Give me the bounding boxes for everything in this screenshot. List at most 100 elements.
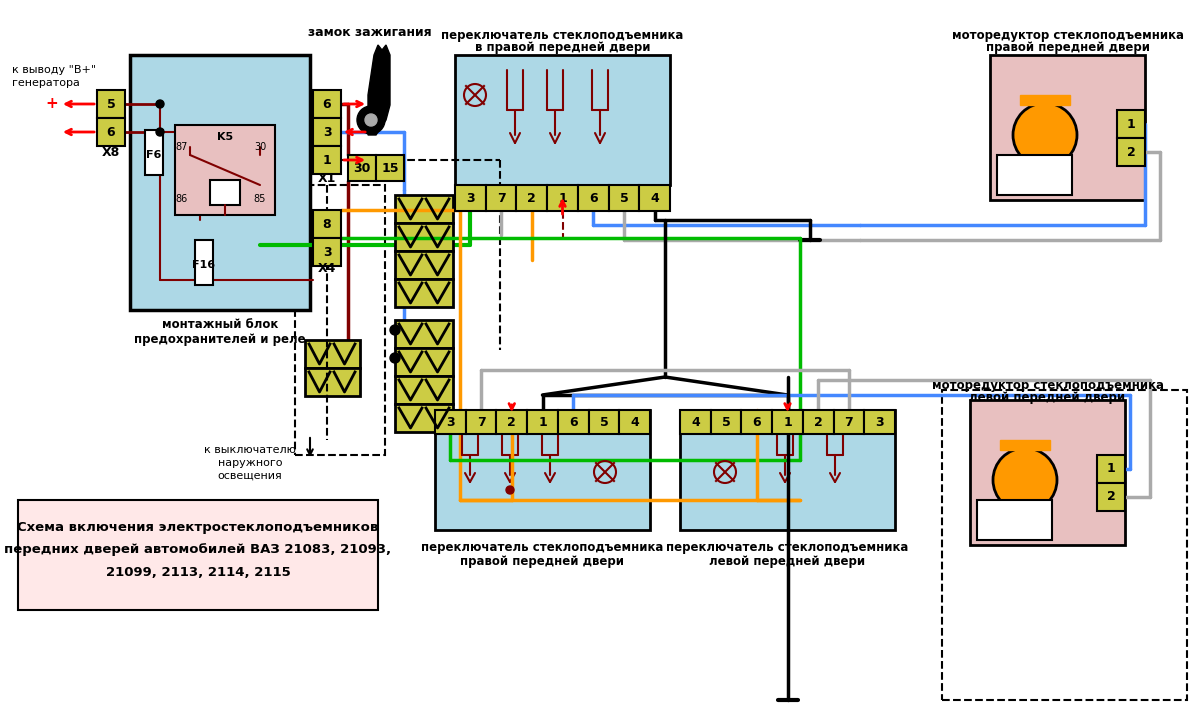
Text: 3: 3 <box>875 416 884 429</box>
Bar <box>1097 483 1125 511</box>
Text: 30: 30 <box>254 142 266 152</box>
Text: переключатель стеклоподъемника: переключатель стеклоподъемника <box>667 542 909 554</box>
Text: 5: 5 <box>107 97 115 111</box>
Bar <box>680 410 711 434</box>
Text: 85: 85 <box>254 194 266 204</box>
Bar <box>1117 138 1145 166</box>
Text: 1: 1 <box>1127 117 1135 131</box>
Circle shape <box>993 448 1058 512</box>
Bar <box>486 185 517 211</box>
Bar <box>195 240 213 285</box>
Bar <box>609 185 639 211</box>
Text: 15: 15 <box>381 162 399 174</box>
Text: 30: 30 <box>354 162 370 174</box>
Bar <box>589 410 620 434</box>
Text: X8: X8 <box>102 145 120 159</box>
Text: 7: 7 <box>844 416 854 429</box>
Text: 3: 3 <box>466 191 475 205</box>
Text: 21099, 2113, 2114, 2115: 21099, 2113, 2114, 2115 <box>106 566 290 578</box>
Bar <box>547 185 578 211</box>
Text: 4: 4 <box>691 416 700 429</box>
Text: F16: F16 <box>192 260 216 270</box>
Bar <box>517 185 547 211</box>
Bar <box>313 118 341 146</box>
Text: к выключателю: к выключателю <box>204 445 296 455</box>
Text: 2: 2 <box>814 416 823 429</box>
Bar <box>998 155 1072 195</box>
Bar <box>394 223 453 251</box>
Circle shape <box>357 106 385 134</box>
Text: +: + <box>46 97 59 112</box>
Bar <box>376 155 404 181</box>
Text: 6: 6 <box>589 191 597 205</box>
Bar <box>528 410 558 434</box>
Bar <box>394 376 453 404</box>
Bar <box>942 390 1187 700</box>
Text: 5: 5 <box>600 416 608 429</box>
Bar <box>833 410 864 434</box>
Bar <box>465 410 496 434</box>
Text: освещения: освещения <box>218 471 283 481</box>
Text: 1: 1 <box>783 416 791 429</box>
Text: 2: 2 <box>1127 145 1135 159</box>
Text: 7: 7 <box>477 416 486 429</box>
Bar <box>313 90 341 118</box>
Bar <box>394 251 453 279</box>
Bar <box>295 185 385 455</box>
Circle shape <box>390 353 400 363</box>
Bar <box>1117 110 1145 138</box>
Text: моторедуктор стеклоподъемника: моторедуктор стеклоподъемника <box>952 28 1183 42</box>
Bar <box>394 348 453 376</box>
Bar <box>97 118 125 146</box>
Text: 1: 1 <box>1107 462 1115 476</box>
Text: 87: 87 <box>176 142 188 152</box>
Text: 3: 3 <box>323 246 331 258</box>
Circle shape <box>364 114 376 126</box>
Text: 2: 2 <box>1107 491 1115 503</box>
Text: 1: 1 <box>323 153 331 167</box>
Text: правой передней двери: правой передней двери <box>986 40 1150 54</box>
Bar <box>348 155 376 181</box>
Bar <box>1020 95 1070 105</box>
Bar <box>129 55 311 310</box>
Text: к выводу "В+": к выводу "В+" <box>12 65 96 75</box>
Text: 2: 2 <box>507 416 516 429</box>
Bar <box>864 410 894 434</box>
Bar <box>305 368 360 396</box>
Bar <box>313 146 341 174</box>
Text: X4: X4 <box>318 261 336 275</box>
Bar <box>578 185 609 211</box>
Text: X1: X1 <box>318 172 336 184</box>
Text: K5: K5 <box>217 132 233 142</box>
Text: 4: 4 <box>650 191 659 205</box>
Text: левой передней двери: левой передней двери <box>710 556 866 568</box>
Bar <box>145 130 163 175</box>
Bar <box>394 320 453 348</box>
Bar <box>394 279 453 307</box>
Bar <box>496 410 528 434</box>
Bar <box>1097 455 1125 483</box>
Text: 6: 6 <box>323 97 331 111</box>
Polygon shape <box>368 45 390 135</box>
Text: 8: 8 <box>323 217 331 230</box>
Bar <box>210 180 240 205</box>
Text: 4: 4 <box>631 416 639 429</box>
Bar <box>175 125 275 215</box>
Bar <box>558 410 589 434</box>
Text: переключатель стеклоподъемника: переключатель стеклоподъемника <box>441 28 683 42</box>
Text: 2: 2 <box>528 191 536 205</box>
Bar <box>454 55 670 185</box>
Bar <box>711 410 741 434</box>
Bar <box>990 55 1145 200</box>
Text: правой передней двери: правой передней двери <box>460 556 625 568</box>
Bar <box>313 210 341 238</box>
Bar <box>741 410 772 434</box>
Text: передних дверей автомобилей ВАЗ 21083, 21093,: передних дверей автомобилей ВАЗ 21083, 2… <box>5 544 392 556</box>
Bar <box>977 500 1052 540</box>
Bar <box>305 340 360 368</box>
Text: 1: 1 <box>558 191 567 205</box>
Text: F6: F6 <box>146 150 162 160</box>
Text: моторедуктор стеклоподъемника: моторедуктор стеклоподъемника <box>932 378 1163 392</box>
Text: 5: 5 <box>620 191 628 205</box>
Bar <box>620 410 650 434</box>
